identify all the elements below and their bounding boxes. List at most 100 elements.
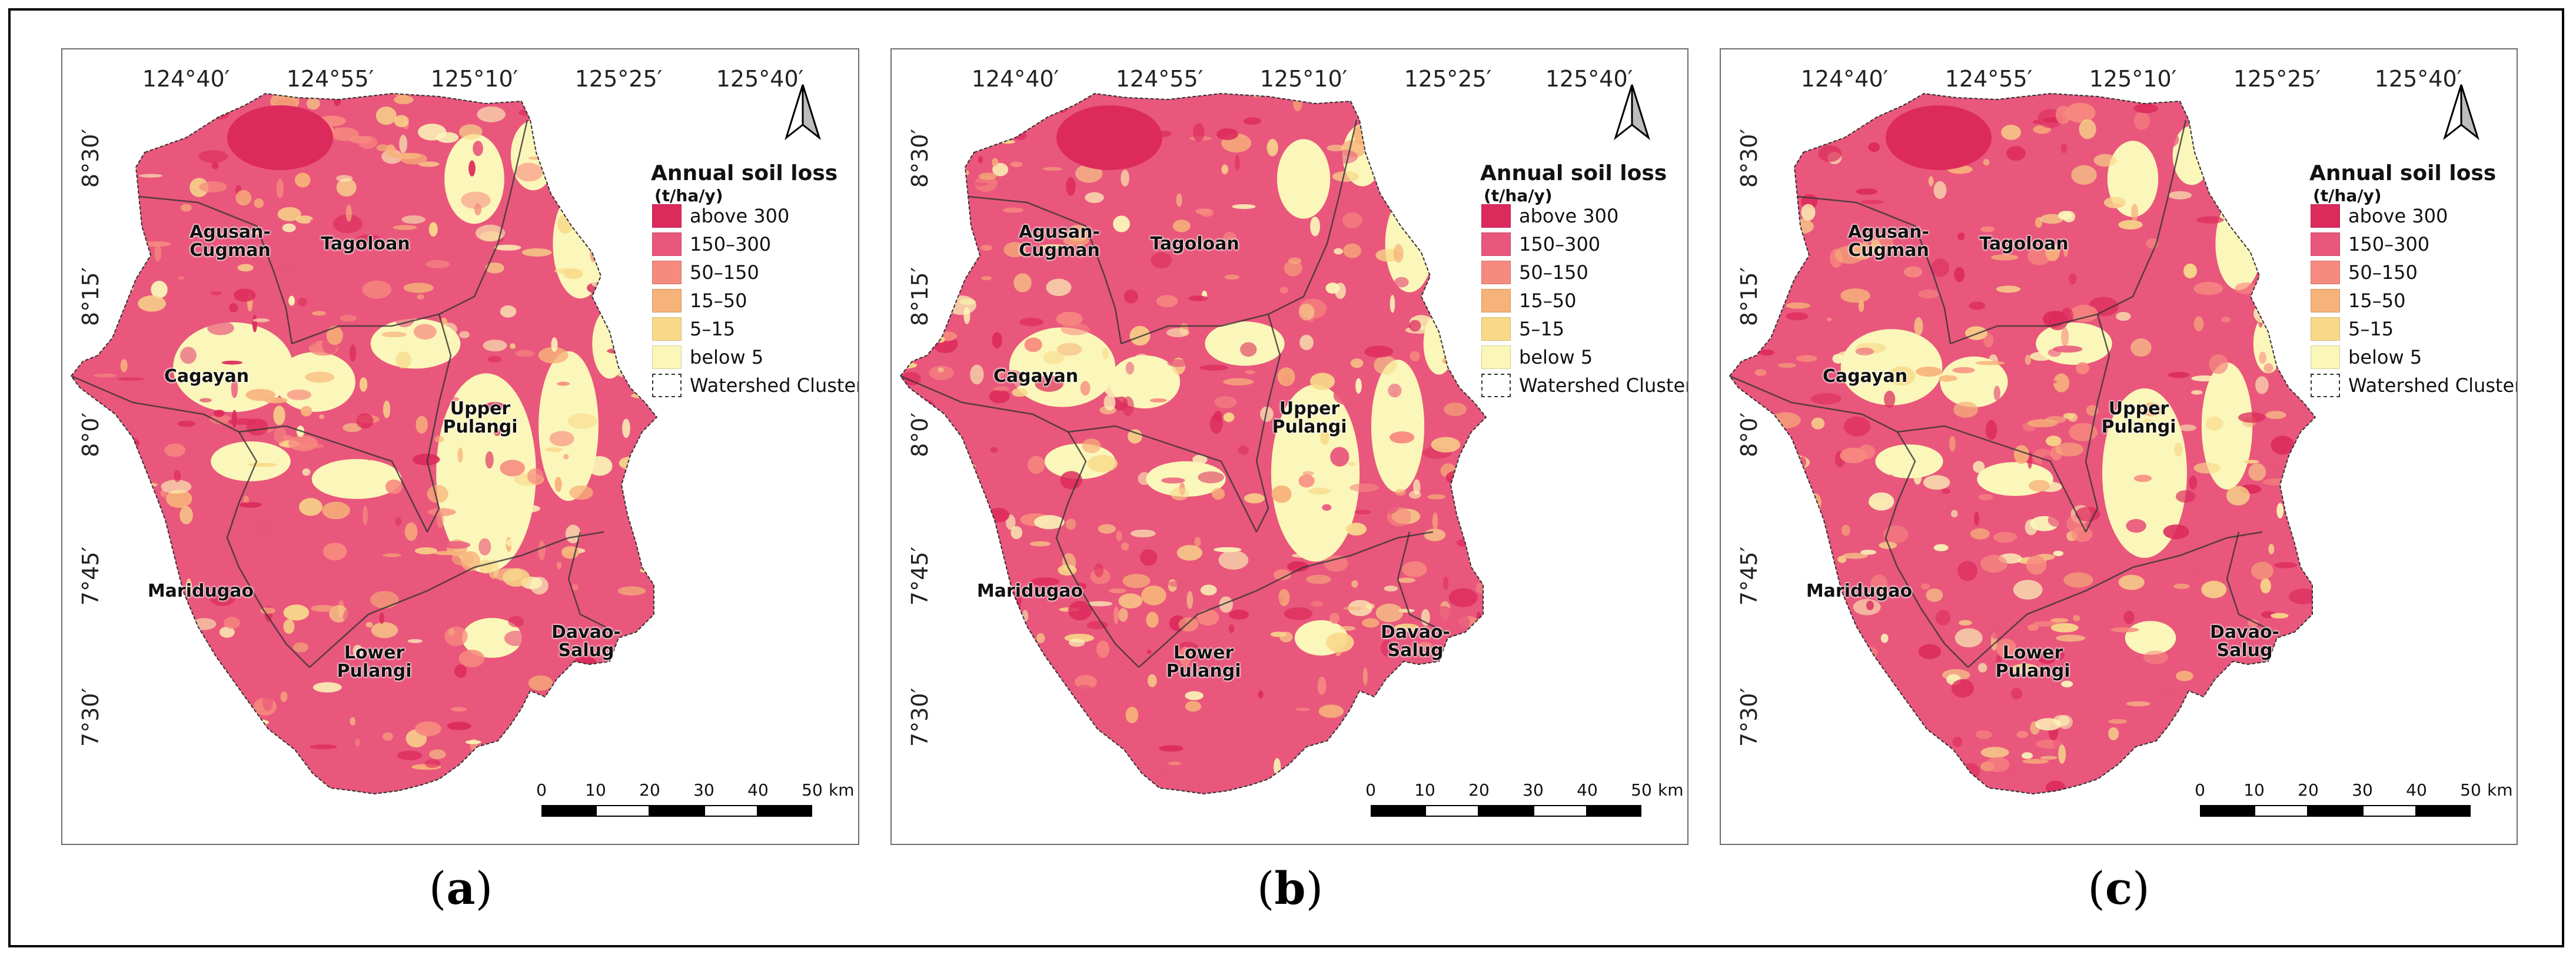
legend-swatch — [2311, 261, 2340, 284]
raster-patch — [1172, 219, 1191, 232]
raster-patch — [134, 182, 151, 192]
raster-patch — [1996, 285, 2021, 293]
raster-patch — [979, 172, 997, 180]
raster-patch — [2108, 727, 2119, 741]
raster-patch — [353, 644, 363, 658]
raster-patch — [1843, 416, 1871, 437]
raster-patch — [1244, 493, 1265, 504]
watershed-boundary-line — [2226, 531, 2275, 633]
raster-patch — [177, 420, 196, 427]
raster-patch — [2126, 701, 2150, 707]
raster-patch — [2246, 711, 2269, 726]
legend-item: Watershed Cluster — [1481, 373, 1687, 398]
legend-swatch — [652, 232, 682, 256]
raster-patch — [1863, 646, 1878, 659]
raster-patch — [139, 174, 163, 178]
legend-swatch — [1481, 261, 1511, 284]
north-arrow-icon — [785, 84, 821, 141]
raster-patch — [274, 427, 287, 444]
raster-patch — [1168, 761, 1181, 766]
raster-patch — [2250, 182, 2266, 187]
raster-patch — [250, 229, 260, 235]
scale-tick-label: 20 — [639, 780, 660, 800]
legend-swatch — [652, 317, 682, 341]
legend-label: 5–15 — [690, 318, 736, 340]
raster-patch — [611, 155, 633, 172]
latitude-tick-label: 8°15′ — [78, 267, 104, 327]
legend-item: 150–300 — [2311, 232, 2429, 257]
raster-patch — [394, 95, 414, 105]
raster-patch — [993, 386, 1009, 391]
raster-patch — [1027, 455, 1045, 474]
raster-patch — [1075, 684, 1095, 701]
raster-patch — [147, 671, 154, 688]
raster-patch — [1135, 354, 1149, 364]
raster-patch — [2228, 560, 2252, 572]
raster-patch — [188, 657, 204, 674]
raster-patch — [964, 676, 988, 681]
raster-patch — [179, 693, 185, 700]
raster-patch — [254, 198, 264, 208]
raster-patch — [1975, 730, 1993, 739]
raster-patch — [111, 692, 122, 710]
longitude-tick-label: 124°55′ — [1115, 66, 1204, 92]
raster-patch — [1448, 588, 1478, 607]
raster-patch — [125, 701, 154, 717]
raster-patch — [231, 378, 238, 398]
longitude-tick-label: 125°10′ — [430, 66, 518, 92]
raster-patch — [1295, 707, 1310, 711]
raster-patch — [214, 771, 243, 783]
low-loss-zone — [1146, 461, 1226, 497]
raster-patch — [2173, 583, 2190, 589]
scale-bar-segment — [2362, 805, 2417, 817]
watershed-label-line: Agusan- — [1848, 222, 1929, 242]
raster-patch — [1913, 466, 1922, 485]
raster-patch — [500, 460, 526, 477]
raster-patch — [78, 486, 89, 504]
scale-tick-label: 30 — [693, 780, 714, 800]
raster-patch — [2045, 780, 2066, 794]
high-loss-zone — [1056, 105, 1162, 170]
watershed-label: Lower Pulangi — [1996, 644, 2070, 680]
raster-patch — [129, 700, 134, 712]
legend-swatch — [2311, 204, 2340, 228]
raster-patch — [1933, 544, 1949, 551]
scale-bar-segment — [758, 805, 812, 817]
raster-patch — [599, 247, 615, 258]
raster-patch — [1046, 278, 1072, 297]
legend-label: 150–300 — [1519, 233, 1601, 255]
raster-patch — [1108, 588, 1126, 594]
raster-patch — [972, 98, 992, 111]
raster-patch — [122, 592, 148, 607]
raster-patch — [510, 343, 516, 350]
raster-patch — [97, 335, 105, 346]
raster-patch — [1762, 463, 1790, 476]
raster-patch — [976, 604, 1002, 618]
raster-patch — [900, 362, 918, 369]
raster-patch — [2060, 308, 2073, 324]
raster-patch — [545, 447, 563, 453]
raster-patch — [382, 732, 393, 741]
soil-loss-map — [899, 84, 1650, 795]
raster-patch — [992, 162, 1009, 177]
raster-patch — [1816, 104, 1823, 113]
raster-patch — [1240, 342, 1257, 357]
raster-patch — [1019, 318, 1044, 327]
raster-patch — [210, 291, 222, 295]
raster-patch — [394, 310, 415, 328]
raster-patch — [554, 477, 562, 493]
raster-patch — [599, 228, 620, 235]
raster-patch — [1236, 723, 1245, 735]
raster-patch — [262, 693, 273, 711]
raster-patch — [2053, 550, 2064, 557]
raster-patch — [590, 244, 597, 262]
scale-tick-label: 50 — [2460, 780, 2481, 800]
legend-swatch — [1481, 345, 1511, 369]
watershed-label-line: Pulangi — [337, 661, 412, 681]
raster-patch — [1298, 303, 1315, 321]
raster-patch — [517, 435, 532, 454]
raster-patch — [484, 402, 506, 411]
raster-patch — [508, 616, 524, 628]
raster-patch — [1886, 474, 1895, 485]
raster-patch — [2010, 688, 2023, 700]
